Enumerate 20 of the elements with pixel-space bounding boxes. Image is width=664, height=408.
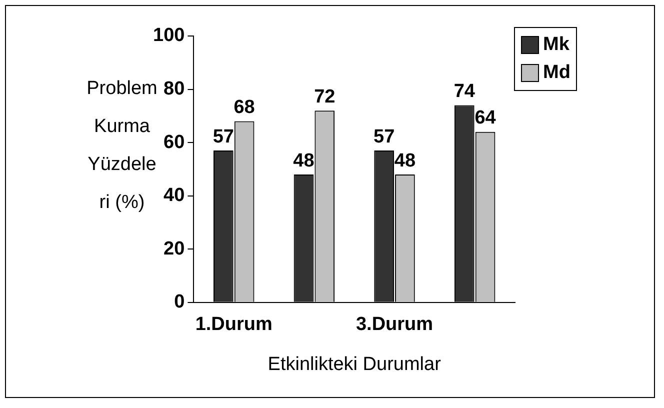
legend-label: Mk xyxy=(543,34,570,56)
data-label: 57 xyxy=(374,126,395,148)
y-tick-label: 0 xyxy=(174,292,185,313)
data-label: 48 xyxy=(394,150,416,172)
x-tick-label: 3.Durum xyxy=(356,314,434,336)
y-tick-label: 20 xyxy=(164,238,185,260)
data-label: 68 xyxy=(234,96,255,118)
data-label: 57 xyxy=(212,126,234,148)
y-tick-label: 60 xyxy=(164,132,185,153)
x-axis-title: Etkinlikteki Durumlar xyxy=(268,354,442,375)
data-label: 48 xyxy=(293,150,314,172)
data-label: 64 xyxy=(474,108,496,129)
y-tick-label: 40 xyxy=(164,185,185,206)
y-tick-label: 80 xyxy=(164,78,185,100)
legend-label: Md xyxy=(543,62,570,84)
data-label: 74 xyxy=(454,81,476,102)
x-tick-label: 1.Durum xyxy=(195,314,272,336)
y-tick-label: 100 xyxy=(153,25,185,46)
data-label: 72 xyxy=(314,86,336,108)
y-axis-title: Problem Kurma Yüzdele ri (%) xyxy=(86,78,158,213)
